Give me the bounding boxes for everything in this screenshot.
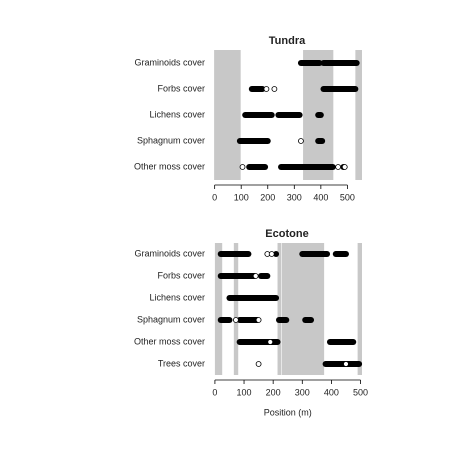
x-tick-label: 500 xyxy=(340,192,355,202)
panel-title: Ecotone xyxy=(265,228,308,240)
gap-band xyxy=(355,50,362,180)
gap-band xyxy=(233,243,239,375)
category-label: Lichens cover xyxy=(149,292,205,302)
category-label: Other moss cover xyxy=(134,161,205,171)
panel-title: Tundra xyxy=(269,35,306,47)
category-label: Sphagnum cover xyxy=(137,135,205,145)
x-tick-label: 300 xyxy=(295,387,310,397)
category-label: Forbs cover xyxy=(157,270,205,280)
single-point xyxy=(343,361,349,367)
category-label: Trees cover xyxy=(158,358,205,368)
single-point xyxy=(252,273,259,279)
category-label: Graminoids cover xyxy=(134,57,205,67)
category-label: Other moss cover xyxy=(134,336,205,346)
single-point xyxy=(341,164,348,170)
single-point xyxy=(255,317,262,323)
category-label: Sphagnum cover xyxy=(137,314,205,324)
x-tick-label: 300 xyxy=(287,192,302,202)
x-tick-label: 200 xyxy=(266,387,281,397)
x-tick-label: 0 xyxy=(212,387,217,397)
x-tick-label: 400 xyxy=(324,387,339,397)
x-tick-label: 400 xyxy=(313,192,328,202)
gap-band xyxy=(281,243,325,375)
single-point xyxy=(335,164,342,170)
gap-band xyxy=(277,243,282,375)
single-point xyxy=(239,164,246,170)
single-point xyxy=(268,251,275,257)
x-tick-label: 100 xyxy=(237,387,252,397)
x-axis-label: Position (m) xyxy=(264,407,312,417)
x-tick-label: 0 xyxy=(212,192,217,202)
gap-band xyxy=(214,243,223,375)
single-point xyxy=(298,138,304,144)
single-point xyxy=(232,317,239,323)
category-label: Lichens cover xyxy=(149,109,205,119)
gap-band xyxy=(214,50,241,180)
category-label: Forbs cover xyxy=(157,83,205,93)
x-tick-label: 500 xyxy=(353,387,368,397)
single-point xyxy=(267,339,274,345)
single-point xyxy=(271,86,278,92)
category-label: Graminoids cover xyxy=(134,248,205,258)
single-point xyxy=(255,361,262,367)
x-tick-label: 100 xyxy=(234,192,249,202)
single-point xyxy=(263,86,270,92)
x-tick-label: 200 xyxy=(260,192,275,202)
gap-band xyxy=(357,243,362,375)
